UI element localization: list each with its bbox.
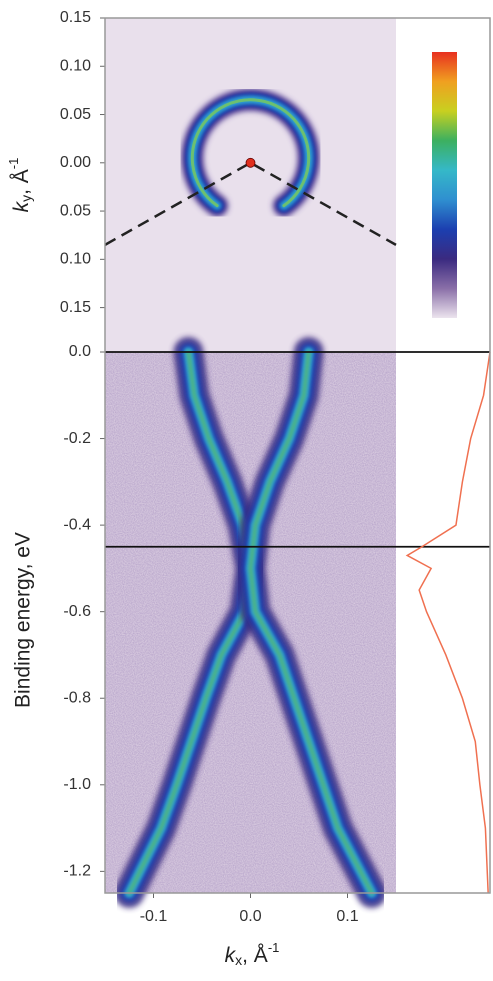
y-tick-label: 0.05 [60, 106, 91, 123]
edc-curve [405, 351, 491, 894]
band [248, 350, 374, 895]
y-tick-label: 0.0 [69, 343, 91, 360]
x-tick-label: -0.1 [140, 908, 168, 925]
top-y-label: ky, Å-1 [6, 158, 33, 213]
label-sub: y [18, 195, 34, 202]
y-tick-label: 0.15 [60, 9, 91, 26]
y-tick-label: -1.0 [63, 776, 91, 793]
top-background [105, 18, 396, 352]
y-tick-label: -0.2 [63, 430, 91, 447]
label-main: k [225, 944, 237, 967]
label-sup: -1 [268, 940, 280, 955]
label-sub: x [235, 952, 242, 968]
y-tick-label: -0.6 [63, 603, 91, 620]
plot-layer: 0.15 0.10 0.05 0.00 0.05 0.10 0.15 0.0 -0.2 -0.4 -… [60, 9, 491, 925]
x-tick-label: 0.0 [239, 908, 261, 925]
x-tick-label: 0.1 [336, 908, 358, 925]
y-tick-label: -0.4 [63, 516, 91, 533]
label-main: k [10, 200, 33, 212]
x-label: kx, Å-1 [225, 940, 280, 967]
y-tick-label: 0.15 [60, 299, 91, 316]
y-tick-label: 0.10 [60, 57, 91, 74]
frame [104, 17, 491, 894]
y-tick-label: 0.10 [60, 251, 91, 268]
label-unit: , Å [10, 169, 33, 195]
y-tick-label: 0.00 [60, 154, 91, 171]
colorbar [432, 52, 457, 318]
y-tick-label: -0.8 [63, 689, 91, 706]
y-tick-label: -1.2 [63, 863, 91, 880]
label-unit: , Å [242, 944, 268, 967]
bottom-y-label: Binding energy, eV [12, 532, 35, 708]
label-sup: -1 [6, 158, 21, 170]
gamma-point [245, 157, 256, 168]
fermi-surface [190, 98, 311, 208]
y-tick-label: 0.05 [60, 202, 91, 219]
